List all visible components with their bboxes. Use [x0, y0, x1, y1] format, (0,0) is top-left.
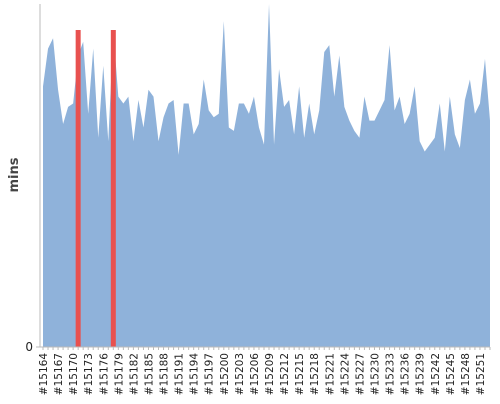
x-tick-label: #15230 — [369, 353, 381, 395]
x-tick-label: #15236 — [400, 353, 412, 396]
x-tick-label: #15251 — [475, 353, 487, 395]
x-tick-label: #15221 — [324, 353, 336, 395]
x-tick-label: #15203 — [234, 353, 246, 395]
x-tick-label: #15233 — [385, 353, 397, 395]
x-tick-label: #15173 — [83, 353, 95, 395]
x-tick-label: #15248 — [460, 353, 472, 395]
x-tick-label: #15242 — [430, 353, 442, 395]
highlight-bar — [110, 30, 116, 347]
x-tick-label: #15212 — [279, 353, 291, 395]
x-tick-label: #15215 — [294, 353, 306, 395]
x-tick-label: #15224 — [339, 353, 351, 396]
x-tick-label: #15206 — [249, 353, 261, 396]
x-tick-label: #15188 — [159, 353, 171, 395]
x-tick-label: #15191 — [174, 353, 186, 395]
x-tick-label: #15245 — [445, 353, 457, 395]
x-tick-label: #15167 — [53, 353, 65, 395]
x-tick-label: #15179 — [113, 353, 125, 395]
highlight-bar — [75, 30, 81, 347]
x-tick-label: #15164 — [38, 353, 50, 396]
x-tick-label: #15200 — [219, 353, 231, 395]
y-tick-label: 0 — [25, 340, 33, 354]
y-axis-label: mins — [7, 157, 22, 192]
x-tick-label: #15194 — [189, 353, 201, 396]
x-tick-label: #15227 — [354, 353, 366, 395]
x-tick-label: #15185 — [143, 353, 155, 395]
x-tick-label: #15218 — [309, 353, 321, 395]
area — [43, 4, 490, 347]
x-tick-label: #15197 — [204, 353, 216, 395]
x-tick-label: #15209 — [264, 353, 276, 395]
x-tick-label: #15239 — [415, 353, 427, 395]
x-tick-label: #15182 — [128, 353, 140, 395]
x-tick-label: #15170 — [68, 353, 80, 395]
x-tick-label: #15176 — [98, 353, 110, 396]
